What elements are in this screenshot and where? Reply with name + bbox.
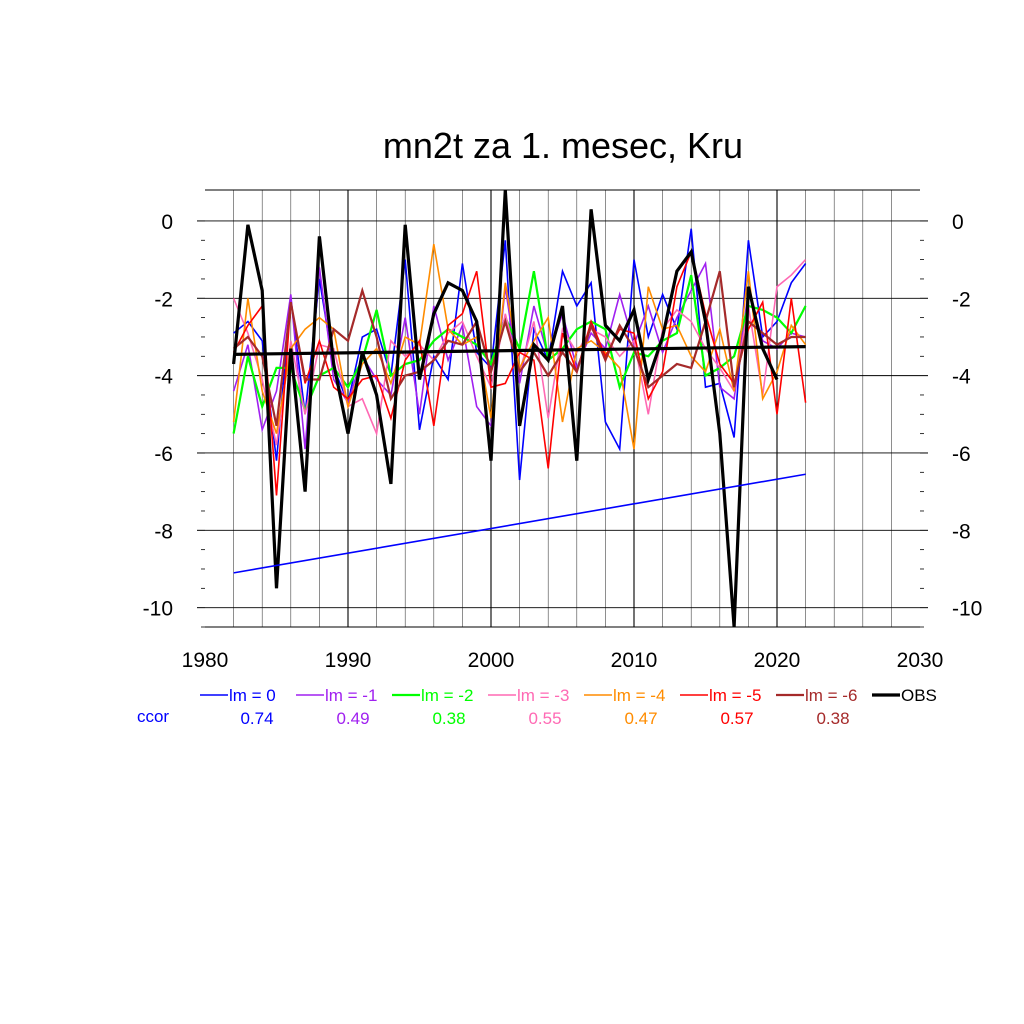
ccor-value: 0.55 (528, 709, 561, 728)
legend: ccor lm = 0 0.74 lm = -1 0.49 lm = -2 0.38 lm =… (137, 686, 937, 728)
ccor-value: 0.74 (240, 709, 273, 728)
ccor-value: 0.57 (720, 709, 753, 728)
ccor-label: ccor (137, 707, 169, 726)
y-tick-label-right: -2 (952, 288, 971, 311)
grid-lines (205, 189, 920, 628)
axes: 0 0 -2 -2 -4 -4 -6 -6 -8 -8 -10 -10 1980 1990 2000 2010… (143, 211, 983, 672)
ccor-value: 0.49 (336, 709, 369, 728)
y-tick-label: -2 (154, 288, 173, 311)
series-line-lm-6 (232, 270, 806, 427)
x-tick-label: 2020 (754, 649, 801, 672)
legend-label: OBS (901, 686, 937, 705)
ccor-value: 0.38 (432, 709, 465, 728)
y-tick-label: -6 (154, 443, 173, 466)
y-tick-label: -10 (143, 598, 173, 621)
trend-line (233, 345, 806, 356)
trend-line (233, 473, 806, 574)
series-line-obs (232, 189, 779, 628)
ccor-value: 0.47 (624, 709, 657, 728)
y-tick-label-right: -6 (952, 443, 971, 466)
y-tick-label-right: 0 (952, 211, 964, 234)
y-tick-label: -4 (154, 366, 173, 389)
y-tick-label: -8 (154, 520, 173, 543)
legend-label: lm = -2 (421, 686, 473, 705)
x-tick-label: 1980 (182, 649, 229, 672)
legend-label: lm = -4 (613, 686, 665, 705)
y-tick-label-right: -4 (952, 366, 971, 389)
series-line-lm-5 (232, 249, 807, 496)
plot-lines (232, 189, 807, 628)
legend-label: lm = -3 (517, 686, 569, 705)
legend-label: lm = -6 (805, 686, 857, 705)
legend-label: lm = -1 (325, 686, 377, 705)
y-tick-label-right: -8 (952, 520, 971, 543)
legend-label: lm = 0 (229, 686, 276, 705)
ccor-value: 0.38 (816, 709, 849, 728)
y-tick-label-right: -10 (952, 598, 982, 621)
x-tick-label: 2010 (611, 649, 658, 672)
x-tick-label: 1990 (325, 649, 372, 672)
x-tick-label: 2000 (468, 649, 515, 672)
y-tick-label: 0 (161, 211, 173, 234)
legend-label: lm = -5 (709, 686, 761, 705)
x-tick-label: 2030 (897, 649, 944, 672)
chart-title: mn2t za 1. mesec, Kru (383, 125, 743, 166)
